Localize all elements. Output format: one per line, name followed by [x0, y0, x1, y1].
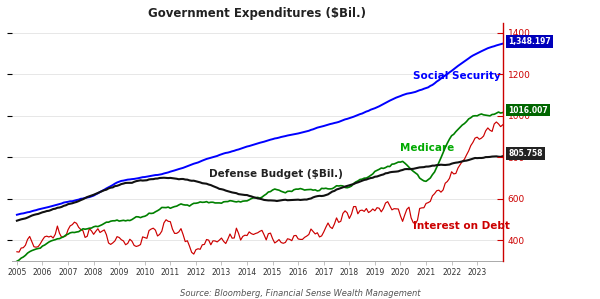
Text: 1,348.197: 1,348.197: [508, 36, 551, 46]
Text: Defense Budget ($Bil.): Defense Budget ($Bil.): [209, 169, 343, 179]
Text: Medicare: Medicare: [400, 143, 455, 153]
Text: Source: Bloomberg, Financial Sense Wealth Management: Source: Bloomberg, Financial Sense Wealt…: [180, 289, 420, 298]
Title: Government Expenditures ($Bil.): Government Expenditures ($Bil.): [148, 7, 366, 20]
Text: Interest on Debt: Interest on Debt: [413, 221, 510, 231]
Text: Social Security: Social Security: [413, 71, 501, 80]
Text: 1016.007: 1016.007: [508, 106, 548, 115]
Text: 805.758: 805.758: [508, 149, 543, 158]
